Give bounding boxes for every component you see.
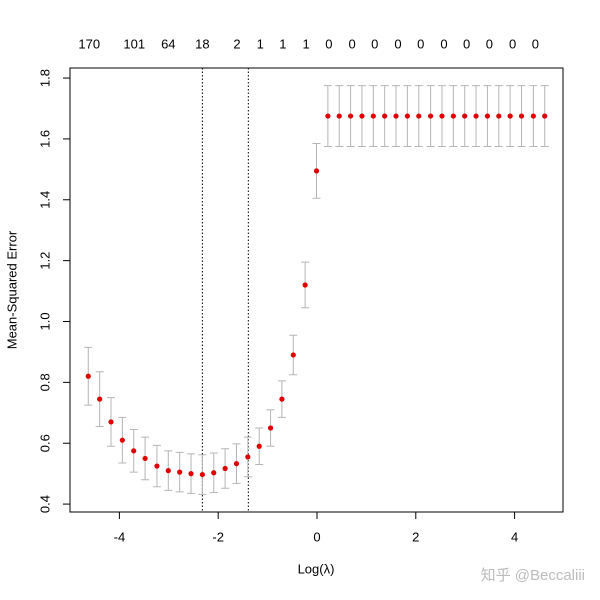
top-tick-label: 2 <box>233 36 240 51</box>
point <box>473 113 479 119</box>
x-tick-label: 4 <box>511 529 518 544</box>
point <box>188 471 194 477</box>
x-tick-label: -4 <box>114 529 126 544</box>
point <box>404 113 410 119</box>
point <box>177 469 183 475</box>
y-tick-label: 0.6 <box>37 434 52 452</box>
point <box>393 113 399 119</box>
point <box>450 113 456 119</box>
x-tick-label: 0 <box>313 529 320 544</box>
point <box>428 113 434 119</box>
point <box>336 113 342 119</box>
point <box>290 352 296 358</box>
point <box>211 470 217 476</box>
point <box>530 113 536 119</box>
point <box>165 468 171 474</box>
top-tick-label: 0 <box>394 36 401 51</box>
top-tick-label: 1 <box>257 36 264 51</box>
top-tick-label: 64 <box>161 36 175 51</box>
point <box>496 113 502 119</box>
point <box>416 113 422 119</box>
watermark: 知乎 @Beccaliii <box>481 567 585 584</box>
plot-frame <box>69 67 564 513</box>
top-tick-label: 1 <box>303 36 310 51</box>
point <box>245 454 251 460</box>
point <box>119 437 125 443</box>
point <box>85 373 91 379</box>
point <box>267 425 274 431</box>
point <box>108 419 114 425</box>
top-tick-label: 0 <box>371 36 378 51</box>
point <box>154 463 160 469</box>
point <box>222 465 228 472</box>
point <box>313 168 320 174</box>
point <box>439 113 445 119</box>
point <box>325 113 331 119</box>
point <box>484 113 491 119</box>
point <box>370 113 376 119</box>
top-tick-label: 0 <box>417 36 424 51</box>
top-tick-label: 0 <box>325 36 332 51</box>
x-axis-label: Log(λ) <box>298 561 335 576</box>
top-tick-label: 101 <box>123 36 145 51</box>
point <box>142 455 148 462</box>
y-tick-label: 1.6 <box>37 130 52 148</box>
point <box>97 396 103 402</box>
top-tick-label: 170 <box>78 36 100 51</box>
y-tick-label: 0.4 <box>37 495 52 513</box>
point <box>382 113 388 119</box>
y-axis-label: Mean-Squared Error <box>4 230 19 349</box>
point <box>131 448 137 454</box>
x-tick-label: -2 <box>212 529 224 544</box>
y-tick-label: 0.8 <box>37 373 52 391</box>
y-tick-label: 1.8 <box>37 69 52 87</box>
top-tick-label: 0 <box>532 36 539 51</box>
point <box>233 461 240 467</box>
point <box>347 113 354 119</box>
y-tick-label: 1.0 <box>37 312 52 330</box>
top-tick-label: 0 <box>348 36 355 51</box>
top-tick-label: 0 <box>440 36 447 51</box>
point <box>359 113 365 119</box>
point <box>302 282 308 288</box>
x-tick-label: 2 <box>412 529 419 544</box>
top-tick-label: 18 <box>195 36 209 51</box>
point <box>462 113 468 119</box>
top-tick-label: 0 <box>486 36 493 51</box>
point <box>518 113 525 119</box>
top-tick-label: 0 <box>463 36 470 51</box>
top-tick-label: 1 <box>279 36 286 51</box>
point <box>256 443 262 449</box>
point <box>542 113 548 119</box>
y-tick-label: 1.4 <box>37 191 52 209</box>
point <box>199 471 205 478</box>
top-tick-label: 0 <box>509 36 516 51</box>
point <box>507 113 513 119</box>
point <box>279 396 285 402</box>
y-tick-label: 1.2 <box>37 252 52 270</box>
